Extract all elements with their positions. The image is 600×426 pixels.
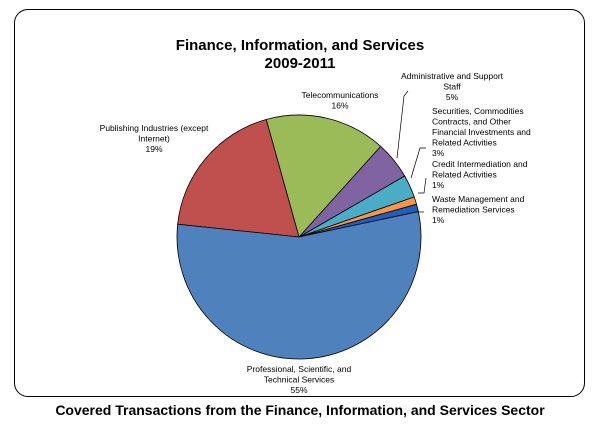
slice-labels: Waste Management and Remediation Services… <box>100 71 531 395</box>
slice-label-credit-intermediation-and-related-activities: Credit Intermediation and Related Activit… <box>432 159 528 190</box>
slice-label-publishing-industries-except-internet: Publishing Industries (except Internet) 19… <box>100 123 209 154</box>
pie-slice-telecommunications <box>265 114 382 238</box>
slice-label-professional-scientific-and-technical-services: Professional, Scientific, and Technical S… <box>247 364 352 395</box>
pie-slices <box>176 114 422 360</box>
leader-line-credit-intermediation-and-related-activities <box>418 177 427 194</box>
leader-lines <box>396 90 427 213</box>
slice-label-securities-commodities-contracts-and-other-financial-investments-and-related-activities: Securities, Commodities Contracts, and Ot… <box>432 106 531 158</box>
slice-label-telecommunications: Telecommunications 16% <box>301 90 378 111</box>
chart-title-line-2: 2009-2011 <box>265 55 336 72</box>
slice-label-waste-management-and-remediation-services: Waste Management and Remediation Services… <box>432 194 525 225</box>
leader-line-securities-commodities-contracts-and-other-financial-investments-and-related-activities <box>410 147 426 179</box>
figure-caption: Covered Transactions from the Finance, I… <box>55 402 545 418</box>
leader-line-administrative-and-support-staff <box>396 90 409 159</box>
chart-title-line-1: Finance, Information, and Services <box>176 37 424 54</box>
pie-slice-publishing-industries-except-internet <box>177 118 300 238</box>
pie-slice-professional-scientific-and-technical-services <box>176 211 422 360</box>
slice-label-administrative-and-support-staff: Administrative and Support Staff 5% <box>401 71 504 102</box>
